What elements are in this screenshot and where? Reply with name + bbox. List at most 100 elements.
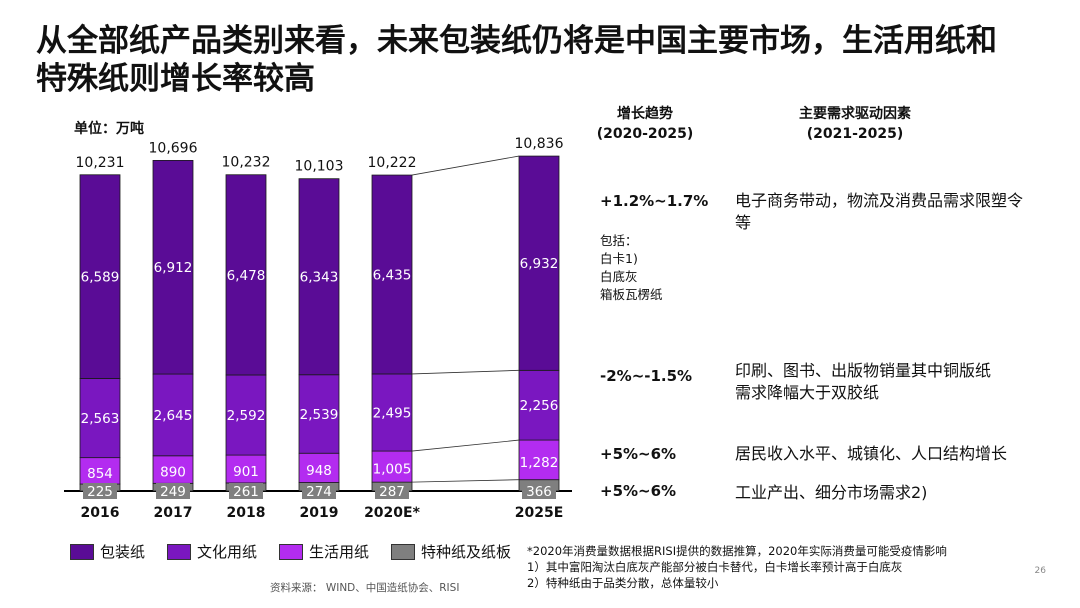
- bar-segment: [371, 373, 413, 452]
- segment-value-label: 1,282: [520, 455, 559, 471]
- total-value-label: 10,836: [515, 136, 564, 152]
- page-title: 从全部纸产品类别来看，未来包装纸仍将是中国主要市场，生活用纸和特殊纸则增长率较高: [36, 23, 997, 97]
- total-value-label: 10,103: [295, 159, 344, 175]
- bar-segment: [152, 373, 194, 457]
- segment-value-label: 6,435: [373, 267, 412, 283]
- trend-cultural: -2%~-1.5%: [600, 367, 693, 385]
- segment-value-label: 249: [160, 484, 186, 500]
- legend-label: 包装纸: [100, 543, 146, 561]
- include-label: 包括：: [600, 233, 638, 248]
- trend-tissue: +5%~6%: [600, 445, 677, 463]
- connector-line: [411, 479, 520, 483]
- driver-header: 主要需求驱动因素 (2021-2025): [770, 104, 940, 144]
- legend-swatch: [167, 543, 192, 560]
- packaging-includes: 包括： 白卡1) 白底灰 箱板瓦楞纸: [600, 232, 663, 304]
- legend-label: 特种纸及纸板: [421, 543, 512, 561]
- page-number: 26: [1034, 566, 1046, 576]
- segment-value-label: 890: [160, 465, 186, 481]
- segment-value-label: 6,912: [154, 260, 193, 276]
- segment-value-label: 6,932: [520, 256, 559, 272]
- segment-value-label: 6,478: [227, 268, 266, 284]
- total-value-label: 10,231: [76, 155, 125, 171]
- label-backdrop: [229, 483, 263, 499]
- category-label: 2018: [227, 505, 266, 521]
- category-label: 2016: [81, 505, 120, 521]
- driver-header-period: (2021-2025): [806, 126, 904, 142]
- stacked-bar-chart: 225 854 2,563 6,589 10,231 2016 249 890 2,645 6,9…: [64, 136, 572, 521]
- unit-label: 单位：万吨: [74, 121, 144, 137]
- driver-specialty: 工业产出、细分市场需求2): [735, 483, 928, 502]
- legend-label: 生活用纸: [309, 543, 370, 561]
- bar-segment: [225, 374, 267, 456]
- total-value-label: 10,232: [222, 155, 271, 171]
- include-item: 箱板瓦楞纸: [600, 287, 663, 302]
- footnotes: *2020年消费量数据根据RISI提供的数据推算，2020年实际消费量可能受疫情…: [527, 543, 947, 591]
- bar-segment: [298, 178, 340, 376]
- segment-value-label: 287: [379, 484, 405, 500]
- category-label: 2017: [154, 505, 193, 521]
- segment-value-label: 2,495: [373, 406, 412, 422]
- chart-legend: 包装纸 文化用纸 生活用纸 特种纸及纸板: [70, 541, 511, 562]
- bar-segment: [79, 378, 121, 459]
- legend-swatch: [279, 543, 304, 560]
- driver-tissue: 居民收入水平、城镇化、人口结构增长: [735, 444, 1008, 463]
- total-value-label: 10,222: [368, 155, 417, 171]
- segment-value-label: 2,645: [154, 408, 193, 424]
- category-label: 2025E: [515, 505, 564, 521]
- label-backdrop: [375, 483, 409, 499]
- connector-line: [411, 369, 520, 375]
- connector-line: [411, 439, 520, 452]
- bar-segment: [518, 155, 560, 371]
- driver-header-title: 主要需求驱动因素: [799, 106, 911, 122]
- segment-value-label: 2,256: [520, 398, 559, 414]
- legend-item-cultural: 文化用纸: [167, 541, 257, 562]
- trend-header: 增长趋势 (2020-2025): [585, 104, 705, 144]
- total-value-label: 10,696: [149, 140, 198, 156]
- segment-value-label: 2,592: [227, 408, 266, 424]
- legend-label: 文化用纸: [197, 543, 258, 561]
- segment-value-label: 2,539: [300, 407, 339, 423]
- label-backdrop: [83, 483, 117, 499]
- trend-packaging: +1.2%~1.7%: [600, 192, 709, 210]
- footnote: *2020年消费量数据根据RISI提供的数据推算，2020年实际消费量可能受疫情…: [527, 544, 947, 558]
- bar-segment: [79, 174, 121, 379]
- include-item: 白卡1): [600, 251, 638, 266]
- bar-segment: [371, 450, 413, 483]
- bar-segment: [225, 174, 267, 376]
- segment-value-label: 6,589: [81, 270, 120, 286]
- connector-line: [411, 155, 520, 176]
- bar-segment: [298, 374, 340, 454]
- include-item: 白底灰: [600, 269, 638, 284]
- segment-value-label: 274: [306, 484, 332, 500]
- label-backdrop: [302, 483, 336, 499]
- trend-header-period: (2020-2025): [596, 126, 694, 142]
- legend-swatch: [70, 543, 94, 560]
- legend-item-specialty: 特种纸及纸板: [391, 541, 511, 562]
- driver-cultural: 印刷、图书、出版物销量其中铜版纸需求降幅大于双胶纸: [735, 361, 992, 402]
- footnote: 1）其中富阳淘汰白底灰产能部分被白卡替代，白卡增长率预计高于白底灰: [527, 560, 903, 574]
- driver-packaging: 电子商务带动，物流及消费品需求限塑令等: [735, 191, 1024, 232]
- segment-value-label: 261: [233, 484, 259, 500]
- segment-value-label: 6,343: [300, 270, 339, 286]
- segment-value-label: 2,563: [81, 411, 120, 427]
- legend-item-tissue: 生活用纸: [279, 541, 369, 562]
- legend-swatch: [391, 543, 416, 560]
- bar-segment: [371, 174, 413, 375]
- segment-value-label: 366: [526, 484, 552, 500]
- trend-header-title: 增长趋势: [617, 106, 673, 122]
- segment-value-label: 225: [87, 484, 113, 500]
- segment-value-label: 1,005: [373, 462, 412, 478]
- category-label: 2019: [300, 505, 339, 521]
- label-backdrop: [522, 483, 556, 499]
- segment-value-label: 948: [306, 463, 332, 479]
- label-backdrop: [156, 483, 190, 499]
- bar-segment: [152, 159, 194, 375]
- trend-specialty: +5%~6%: [600, 482, 677, 500]
- source-note: 资料来源： WIND、中国造纸协会、RISI: [270, 582, 460, 594]
- segment-value-label: 854: [87, 466, 113, 482]
- legend-item-packaging: 包装纸: [70, 541, 145, 562]
- footnote: 2）特种纸由于品类分散，总体量较小: [527, 576, 719, 590]
- bar-segment: [518, 369, 560, 441]
- bar-segment: [79, 457, 121, 485]
- segment-value-label: 901: [233, 464, 259, 480]
